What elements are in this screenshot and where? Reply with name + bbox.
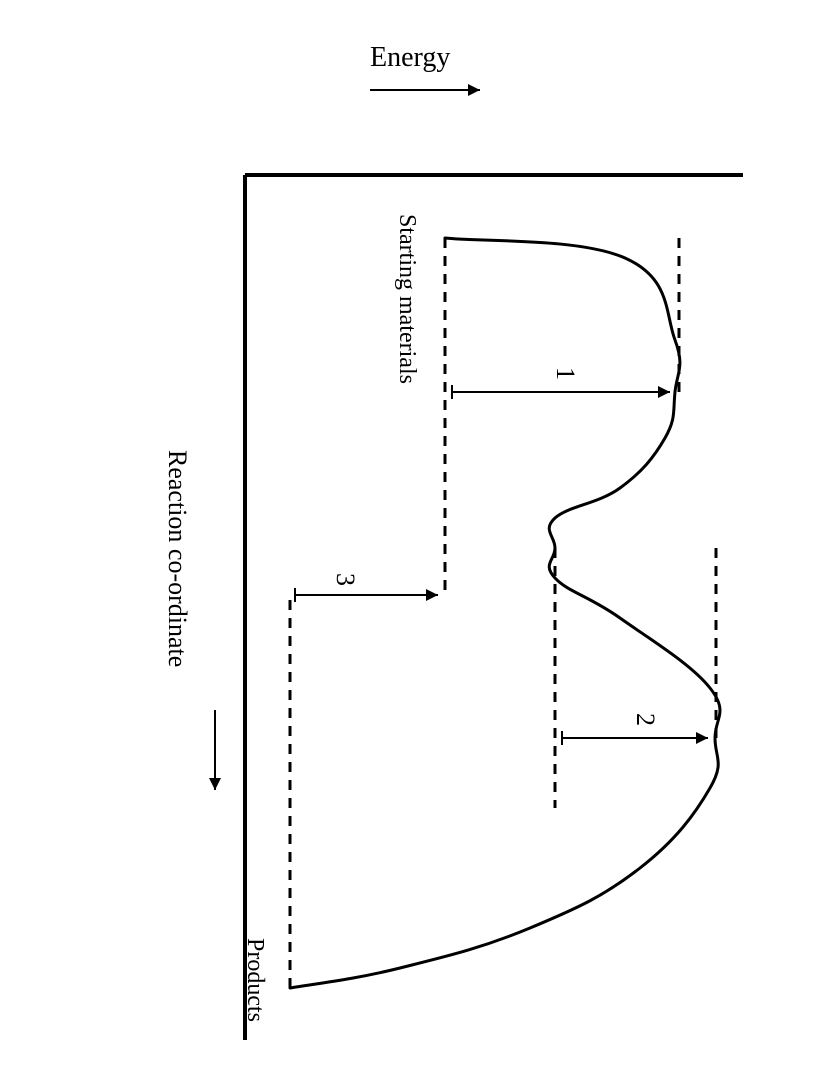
label-2: 2 bbox=[630, 713, 660, 726]
energy-profile-curve bbox=[290, 238, 720, 988]
starting-materials-label: Starting materials bbox=[393, 214, 420, 384]
diagram-svg bbox=[0, 0, 822, 1078]
reaction-axis-label: Reaction co-ordinate bbox=[162, 450, 192, 667]
label-1: 1 bbox=[550, 367, 580, 380]
products-label: Products bbox=[241, 938, 268, 1022]
diagram-stage: Energy Reaction co-ordinate Starting mat… bbox=[0, 0, 822, 1078]
energy-axis-label: Energy bbox=[370, 42, 450, 74]
label-3: 3 bbox=[330, 573, 360, 586]
